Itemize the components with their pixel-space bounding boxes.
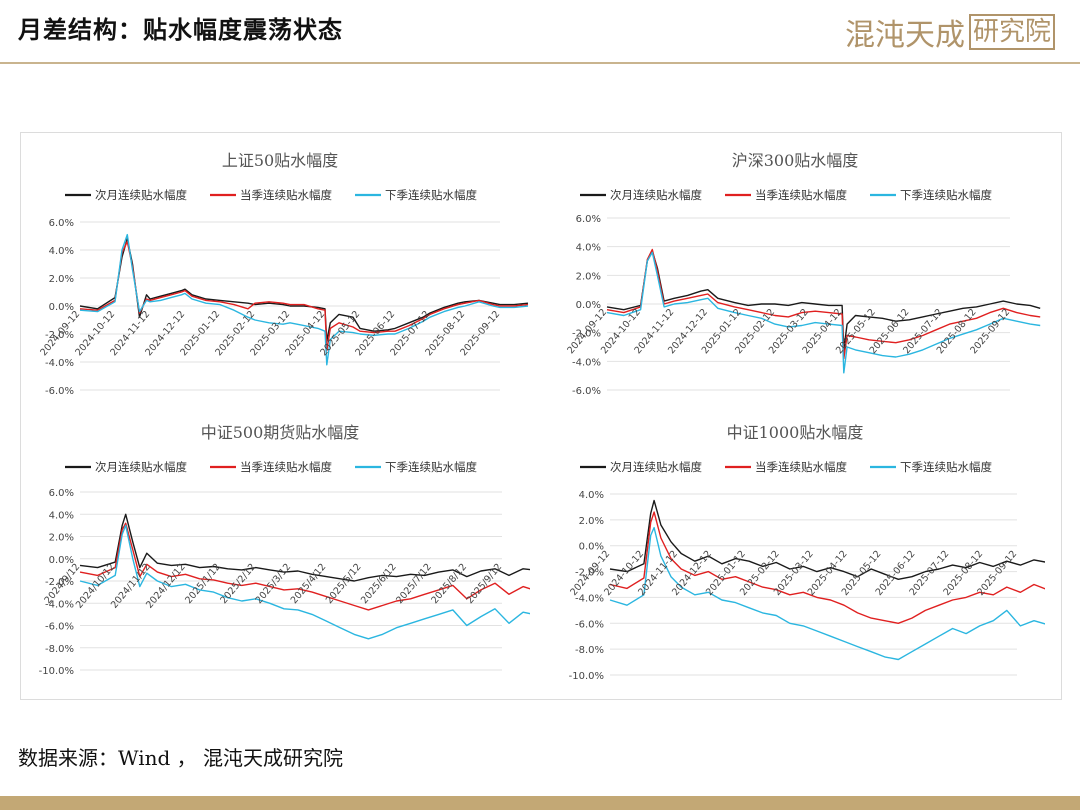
y-tick-label: 0.0% (49, 302, 74, 313)
y-tick-label: -4.0% (575, 593, 604, 604)
chart-title: 中证1000贴水幅度 (727, 423, 864, 442)
series-line-blue (606, 251, 1041, 374)
y-tick-label: 0.0% (579, 542, 604, 553)
data-source-note: 数据来源：Wind ， 混沌天成研究院 (18, 746, 343, 770)
header-divider (0, 62, 1080, 64)
y-tick-label: 0.0% (576, 300, 601, 311)
x-tick-label: 2025/4/12 (289, 562, 329, 606)
y-tick-label: -10.0% (39, 666, 74, 677)
logo-main-text: 混沌天成 (845, 18, 965, 53)
series-line-red (609, 511, 1045, 624)
legend-label: 当季连续贴水幅度 (755, 188, 847, 202)
legend-label: 次月连续贴水幅度 (610, 188, 702, 202)
x-tick-label: 2025/6/12 (359, 562, 399, 606)
y-tick-label: -6.0% (45, 386, 74, 397)
x-tick-label: 2025/5/12 (324, 562, 364, 606)
y-tick-label: -2.0% (572, 329, 601, 340)
legend-label: 下季连续贴水幅度 (385, 188, 477, 202)
page-title: 月差结构：贴水幅度震荡状态 (18, 16, 343, 44)
y-tick-label: 0.0% (49, 555, 74, 566)
chart-panel-frame (20, 132, 1062, 700)
series-line-blue (609, 526, 1045, 661)
y-tick-label: 6.0% (49, 488, 74, 499)
y-tick-label: 6.0% (49, 218, 74, 229)
y-tick-label: -8.0% (575, 645, 604, 656)
legend-label: 下季连续贴水幅度 (900, 460, 992, 474)
x-tick-label: 2025/7/12 (394, 562, 434, 606)
x-tick-label: 2025/8/12 (429, 562, 469, 606)
y-tick-label: 4.0% (576, 243, 601, 254)
series-line-red (606, 248, 1041, 360)
series-line-blue (79, 524, 530, 640)
y-tick-label: 4.0% (49, 246, 74, 257)
legend-label: 次月连续贴水幅度 (610, 460, 702, 474)
y-tick-label: -4.0% (45, 599, 74, 610)
y-tick-label: -4.0% (45, 358, 74, 369)
y-tick-label: -6.0% (575, 619, 604, 630)
series-line-black (606, 250, 1041, 351)
series-line-black (79, 238, 529, 342)
chart-title: 中证500期货贴水幅度 (201, 423, 360, 442)
legend-label: 次月连续贴水幅度 (95, 460, 187, 474)
chart-title: 上证50贴水幅度 (222, 151, 338, 170)
legend-label: 下季连续贴水幅度 (385, 460, 477, 474)
chart-title: 沪深300贴水幅度 (732, 151, 859, 170)
series-line-red (79, 522, 530, 611)
footer-bar (0, 796, 1080, 810)
legend-label: 次月连续贴水幅度 (95, 188, 187, 202)
y-tick-label: 2.0% (576, 271, 601, 282)
y-tick-label: -6.0% (45, 622, 74, 633)
legend-label: 当季连续贴水幅度 (240, 460, 332, 474)
y-tick-label: 4.0% (49, 510, 74, 521)
y-tick-label: -2.0% (575, 568, 604, 579)
legend-label: 下季连续贴水幅度 (900, 188, 992, 202)
legend-label: 当季连续贴水幅度 (240, 188, 332, 202)
y-tick-label: -6.0% (572, 386, 601, 397)
y-tick-label: -2.0% (45, 330, 74, 341)
x-tick-label: 2025/9/12 (465, 562, 505, 606)
y-tick-label: 2.0% (49, 533, 74, 544)
series-line-blue (79, 233, 529, 366)
x-tick-label: 2025/1/12 (183, 562, 223, 606)
brand-logo: 混沌天成 研究院 (845, 12, 1056, 53)
y-tick-label: -4.0% (572, 357, 601, 368)
y-tick-label: -10.0% (569, 671, 604, 682)
y-tick-label: 4.0% (579, 490, 604, 501)
y-tick-label: 2.0% (579, 516, 604, 527)
logo-boxed-text: 研究院 (969, 14, 1056, 50)
y-tick-label: 2.0% (49, 274, 74, 285)
series-line-black (609, 499, 1045, 580)
y-tick-label: 6.0% (576, 214, 601, 225)
y-tick-label: -2.0% (45, 577, 74, 588)
y-tick-label: -8.0% (45, 644, 74, 655)
series-line-black (79, 513, 530, 582)
legend-label: 当季连续贴水幅度 (755, 460, 847, 474)
series-line-red (79, 240, 529, 352)
